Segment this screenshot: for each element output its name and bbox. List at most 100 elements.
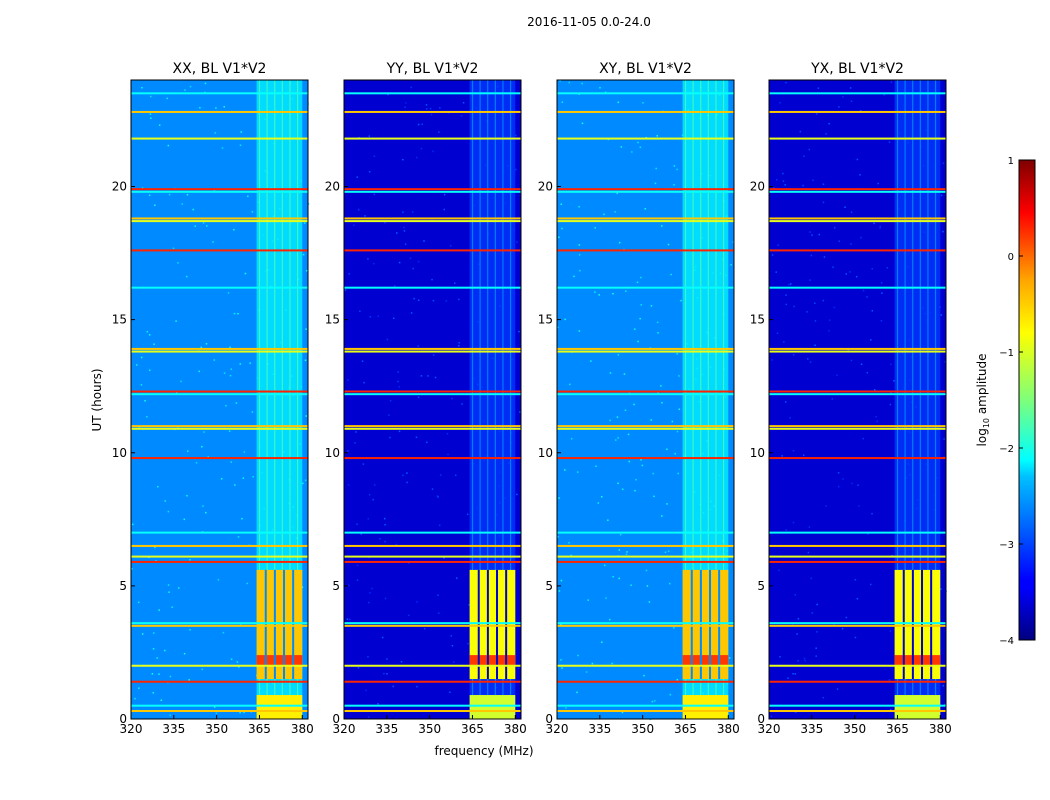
rfi-line: [131, 249, 308, 252]
noise-pixel: [466, 513, 469, 516]
noise-pixel: [783, 341, 785, 343]
noise-pixel: [860, 236, 862, 239]
noise-pixel: [373, 155, 376, 158]
noise-pixel: [365, 689, 367, 692]
noise-pixel: [138, 687, 140, 689]
noise-pixel: [183, 652, 186, 655]
noise-pixel: [597, 502, 600, 504]
noise-pixel: [384, 540, 386, 543]
noise-pixel: [454, 282, 456, 284]
peak-epoch: [894, 655, 941, 666]
noise-pixel: [356, 176, 359, 178]
noise-pixel: [654, 700, 656, 702]
noise-pixel: [577, 654, 579, 657]
channel-gap: [921, 569, 924, 680]
noise-pixel: [644, 208, 646, 210]
noise-pixel: [516, 241, 518, 243]
panel-title: YX, BL V1*V2: [810, 61, 904, 77]
noise-pixel: [200, 346, 202, 349]
noise-pixel: [134, 697, 136, 700]
noise-pixel: [396, 232, 398, 234]
panel-xy: XY, BL V1*V2 320 335 350 365 380 0 5 10 15 20: [538, 61, 740, 736]
noise-pixel: [421, 123, 423, 125]
noise-pixel: [617, 101, 620, 104]
noise-pixel: [557, 326, 559, 329]
noise-pixel: [152, 648, 155, 650]
y-axis-label: UT (hours): [90, 368, 104, 431]
y-tick-label: 10: [750, 446, 765, 460]
plot-frame: [556, 79, 735, 720]
noise-pixel: [398, 386, 401, 388]
noise-pixel: [611, 662, 613, 665]
low-epoch: [256, 695, 303, 719]
noise-pixel: [858, 505, 860, 507]
noise-pixel: [585, 671, 588, 673]
channel-gap: [699, 569, 702, 680]
colorbar-tick-label: 0: [1008, 252, 1014, 263]
noise-pixel: [361, 360, 364, 362]
noise-pixel: [850, 100, 853, 103]
noise-pixel: [154, 546, 156, 549]
panel-yx: YX, BL V1*V2 320 335 350 365 380 0 5 10 15 20: [750, 61, 952, 736]
noise-pixel: [609, 372, 612, 374]
rfi-line: [131, 680, 308, 683]
noise-pixel: [445, 300, 448, 302]
noise-pixel: [214, 132, 216, 134]
x-tick-label: 335: [375, 722, 398, 736]
rfi-line: [344, 220, 521, 223]
y-tick-label: 10: [538, 446, 553, 460]
noise-pixel: [641, 464, 644, 467]
noise-pixel: [869, 583, 872, 586]
rfi-line: [131, 427, 308, 430]
noise-pixel: [398, 261, 401, 264]
noise-pixel: [398, 430, 401, 433]
noise-pixel: [233, 312, 236, 315]
noise-pixel: [890, 363, 892, 366]
noise-pixel: [152, 632, 155, 634]
y-tick-label: 20: [112, 180, 127, 194]
noise-pixel: [564, 318, 566, 321]
noise-pixel: [598, 294, 600, 296]
channel-gap: [930, 569, 933, 680]
noise-pixel: [942, 162, 945, 164]
noise-pixel: [590, 360, 592, 362]
noise-pixel: [560, 579, 563, 582]
y-tick-label: 0: [119, 712, 127, 726]
noise-pixel: [458, 344, 460, 347]
noise-pixel: [149, 113, 152, 115]
noise-pixel: [889, 403, 892, 406]
noise-pixel: [415, 436, 418, 439]
noise-pixel: [178, 587, 180, 589]
noise-pixel: [186, 275, 188, 278]
noise-pixel: [519, 411, 521, 413]
x-tick-label: 365: [248, 722, 271, 736]
colorbar-label: log10 amplitude: [975, 354, 991, 447]
noise-pixel: [810, 254, 813, 257]
noise-pixel: [576, 691, 578, 694]
noise-pixel: [189, 558, 191, 561]
noise-pixel: [456, 577, 458, 579]
noise-pixel: [229, 346, 231, 349]
x-tick-label: 380: [504, 722, 527, 736]
x-tick-label: 380: [291, 722, 314, 736]
noise-pixel: [866, 371, 869, 374]
x-tick-label: 350: [205, 722, 228, 736]
y-tick-label: 15: [750, 313, 765, 327]
noise-pixel: [228, 430, 231, 432]
noise-pixel: [198, 370, 200, 373]
x-axis-label: frequency (MHz): [434, 744, 533, 758]
noise-pixel: [676, 353, 678, 355]
noise-pixel: [828, 122, 830, 125]
noise-pixel: [152, 692, 154, 694]
noise-pixel: [886, 267, 889, 269]
rfi-channel: [700, 80, 702, 719]
rfi-line: [344, 560, 521, 563]
rfi-line: [131, 624, 308, 627]
noise-pixel: [581, 82, 583, 85]
noise-pixel: [353, 224, 355, 227]
rfi-line: [344, 350, 521, 353]
noise-pixel: [823, 256, 826, 258]
noise-pixel: [666, 503, 668, 505]
noise-pixel: [213, 359, 216, 361]
